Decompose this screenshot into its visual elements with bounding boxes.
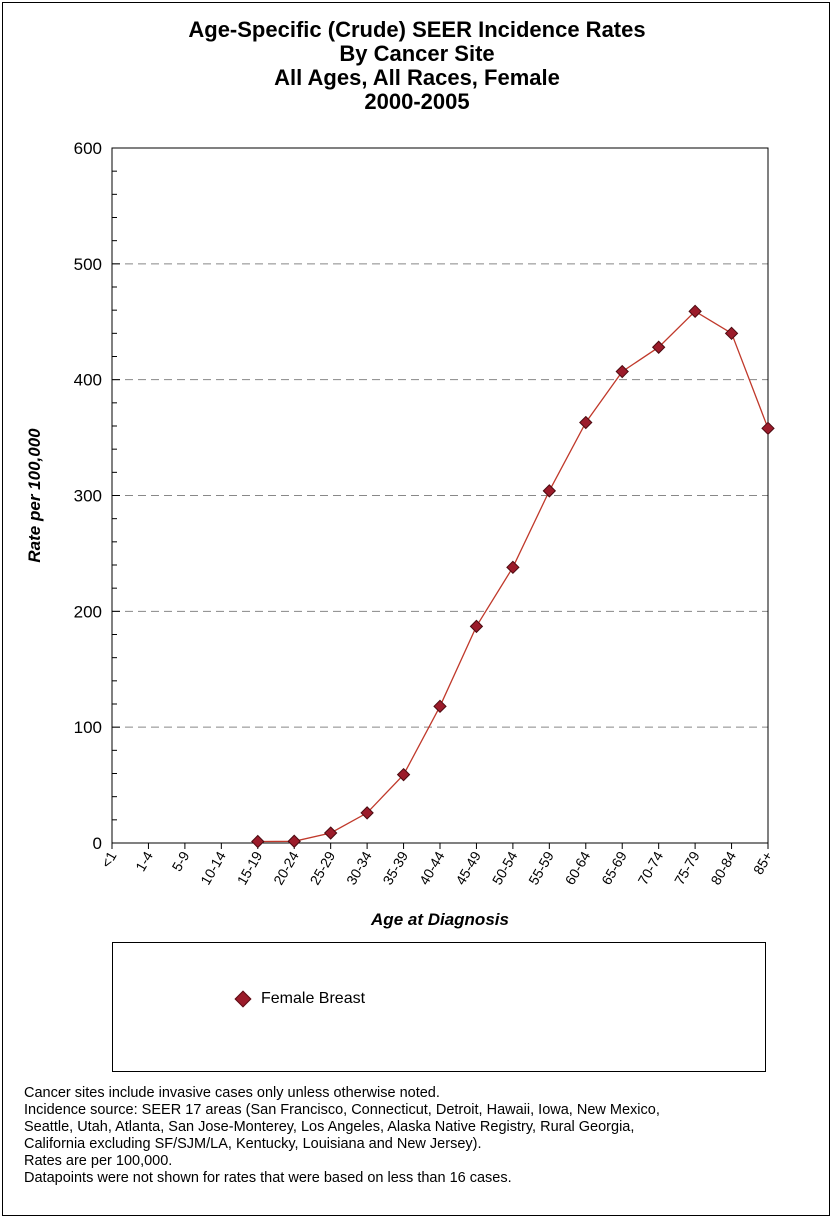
footnotes: Cancer sites include invasive cases only… [24,1085,829,1187]
x-tick-label: 20-24 [270,848,302,887]
chart-title-block: Age-Specific (Crude) SEER Incidence Rate… [0,18,834,114]
x-tick-label: 10-14 [197,848,229,887]
footnote-line: Rates are per 100,000. [24,1153,173,1169]
data-point [651,340,666,354]
data-point [761,421,775,436]
legend-label: Female Breast [261,990,366,1007]
data-point [542,484,557,498]
x-tick-label: 15-19 [234,848,266,887]
x-tick-label: 65-69 [598,848,630,887]
x-tick-label: 1-4 [132,848,156,874]
series-line-female-breast [257,310,769,843]
data-point [396,767,411,782]
x-tick-label: 35-39 [379,848,411,887]
data-point [724,326,739,341]
x-axis-ticks: <1 1-4 5-9 10-14 15-19 20-24 25-29 30-34 35-39 40… [98,843,776,888]
legend-item-female-breast: Female Breast [234,990,366,1008]
data-point [360,806,374,820]
data-point [615,364,629,379]
footnote-line: Datapoints were not shown for rates that… [24,1170,512,1186]
x-tick-label: <1 [98,848,120,870]
legend: Female Breast [112,942,766,1072]
footnote-line: Seattle, Utah, Atlanta, San Jose-Montere… [24,1119,635,1135]
x-tick-label: 30-34 [343,848,375,887]
footnote-line: Cancer sites include invasive cases only… [24,1085,440,1101]
y-axis-ticks: 0 100 200 300 400 500 600 [74,139,120,853]
data-point [287,834,301,848]
data-point [323,826,338,840]
chart-title-line-1: Age-Specific (Crude) SEER Incidence Rate… [188,17,646,42]
y-tick-label: 200 [74,602,102,621]
x-tick-label: 85+ [750,849,776,878]
x-tick-label: 70-74 [635,848,667,887]
y-tick-label: 600 [74,139,102,158]
x-tick-label: 25-29 [307,848,339,887]
chart-title-line-3: All Ages, All Races, Female [274,65,560,90]
x-tick-label: 40-44 [416,848,448,887]
y-tick-label: 100 [74,718,102,737]
data-point [506,560,520,575]
y-tick-label: 500 [74,255,102,274]
y-axis-label: Rate per 100,000 [25,428,44,563]
x-axis-label: Age at Diagnosis [370,910,509,929]
footnote-line: Incidence source: SEER 17 areas (San Fra… [24,1102,660,1118]
x-tick-label: 45-49 [452,848,484,887]
y-tick-label: 0 [93,834,102,853]
data-point [579,415,593,430]
data-point [688,304,702,319]
x-tick-label: 50-54 [489,848,521,887]
data-point [433,699,447,714]
y-tick-label: 300 [74,487,102,506]
diamond-marker-icon [234,990,252,1008]
chart-title-line-4: 2000-2005 [364,89,470,114]
grid-lines [112,263,768,728]
x-tick-label: 5-9 [169,848,193,874]
footnote-line: California excluding SF/SJM/LA, Kentucky… [24,1136,482,1152]
data-point [469,619,484,634]
line-chart: 0 100 200 300 400 500 600 <1 1-4 5-9 10-14 15-19 20… [25,139,776,929]
y-tick-label: 400 [74,371,102,390]
x-tick-label: 60-64 [562,848,594,887]
data-point [251,834,265,849]
x-tick-label: 75-79 [671,848,703,887]
series-group [251,304,775,849]
x-tick-label: 80-84 [707,848,739,887]
x-tick-label: 55-59 [525,848,557,887]
chart-title-line-2: By Cancer Site [339,41,495,66]
